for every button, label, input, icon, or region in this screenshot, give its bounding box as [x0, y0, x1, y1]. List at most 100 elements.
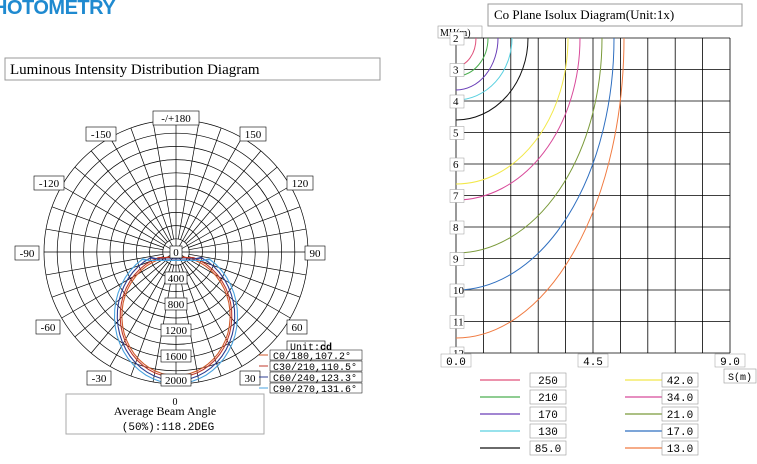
isolux-y-label: 3: [453, 65, 459, 77]
isolux-curve: [455, 37, 603, 254]
isolux-y-label: 4: [453, 96, 459, 108]
isolux-y-label-box: [449, 315, 465, 329]
isolux-legend-value: 13.0: [667, 444, 693, 456]
isolux-y-label-box: [449, 94, 465, 109]
angle-label-neg90: -90: [20, 248, 35, 260]
radial-label-2000: 2000: [165, 375, 188, 387]
polar-spoke: [188, 228, 307, 251]
isolux-curve: [455, 37, 529, 121]
polar-spoke: [185, 260, 278, 338]
isolux-legend-box: [529, 389, 567, 405]
isolux-legend-value: 34.0: [667, 393, 693, 405]
polar-spoke: [180, 127, 222, 240]
isolux-legend-box: [529, 440, 567, 456]
angle-label-neg120: -120: [39, 178, 60, 190]
polar-spoke: [61, 185, 177, 253]
polar-spoke: [45, 228, 164, 251]
polar-title-box: [4, 57, 381, 81]
isolux-x-label: 9.0: [720, 357, 740, 369]
isolux-curve: [455, 37, 581, 201]
isolux-grid: [455, 37, 731, 354]
x-axis-label: S(m): [728, 372, 752, 384]
isolux-y-label-box: [449, 126, 465, 140]
isolux-y-label-box: [449, 220, 465, 235]
polar-legend-label: C60/240,123.3°: [273, 373, 357, 385]
isolux-legend-value: 17.0: [667, 427, 693, 439]
polar-legend-box: [269, 371, 363, 383]
polar-title: Luminous Intensity Distribution Diagram: [10, 62, 260, 78]
isolux-legend-box: [529, 372, 567, 388]
polar-spoke: [130, 127, 172, 240]
isolux-y-labels: 23456789101112: [449, 31, 465, 361]
polar-spoke: [175, 185, 291, 253]
isolux-y-label: 8: [453, 222, 459, 234]
polar-spoke: [184, 261, 262, 354]
radial-label-0: 0: [173, 247, 179, 259]
polar-spoke: [51, 206, 164, 248]
polar-spoke: [188, 206, 301, 248]
polar-spoke: [45, 253, 164, 276]
isolux-curve: [455, 37, 513, 101]
angle-label-180: -/+180: [161, 113, 191, 125]
isolux-x-label-box: [714, 353, 746, 368]
polar-spoke: [184, 150, 262, 243]
polar-legend-box: [269, 360, 363, 372]
radial-label-1600: 1600: [165, 351, 188, 363]
isolux-y-label-box: [449, 157, 465, 172]
isolux-legend-value: 42.0: [667, 376, 693, 388]
polar-spoke: [177, 121, 200, 240]
polar-spoke: [74, 260, 167, 338]
isolux-x-label: 0.0: [446, 357, 466, 369]
isolux-title: Co Plane Isolux Diagram(Unit:1x): [494, 7, 674, 22]
angle-label-90: 90: [310, 248, 322, 260]
isolux-y-label: 9: [453, 254, 459, 266]
isolux-legend-box: [661, 440, 699, 456]
isolux-y-label-box: [449, 189, 465, 203]
isolux-curve: [455, 37, 569, 185]
angle-label-150: 150: [245, 129, 262, 141]
isolux-y-label-box: [449, 63, 465, 77]
isolux-y-label-box: [449, 283, 465, 298]
isolux-legend-value: 130: [538, 427, 558, 439]
isolux-y-label: 7: [453, 191, 459, 203]
angle-label-60: 60: [292, 322, 304, 334]
beam-angle-line1: Average Beam Angle: [114, 404, 216, 418]
polar-spoke: [109, 137, 177, 253]
polar-spoke: [177, 264, 200, 383]
isolux-legend-value: 85.0: [535, 444, 561, 456]
angle-label-120: 120: [292, 178, 309, 190]
beam-angle-line2: (50%):118.2DEG: [122, 422, 214, 434]
polar-spoke: [175, 251, 291, 319]
angle-label-neg60: -60: [41, 322, 56, 334]
isolux-curves: [455, 37, 625, 339]
polar-spoke: [74, 166, 167, 244]
isolux-x-label-box: [440, 353, 472, 368]
isolux-legend-box: [661, 389, 699, 405]
polar-legend: C0/180,107.2°C30/210,110.5°C60/240,123.3…: [259, 349, 363, 396]
angle-label-30: 30: [245, 373, 257, 385]
angle-label-neg150: -150: [91, 129, 112, 141]
radial-label-800: 800: [168, 299, 185, 311]
polar-legend-box: [269, 382, 363, 394]
isolux-legend-value: 170: [538, 410, 558, 422]
isolux-diagram: Co Plane Isolux Diagram(Unit:1x) MH(m) 2…: [437, 3, 757, 456]
polar-spoke: [61, 251, 177, 319]
radial-label-1200: 1200: [165, 325, 188, 337]
polar-spoke: [90, 261, 168, 354]
polar-spoke: [51, 256, 164, 298]
isolux-legend-box: [661, 372, 699, 388]
isolux-y-label: 6: [453, 159, 459, 171]
radial-label-400: 400: [168, 273, 185, 285]
isolux-y-label: 10: [453, 285, 465, 297]
isolux-curve: [455, 37, 625, 339]
polar-diagram: Luminous Intensity Distribution Diagram …: [4, 57, 381, 435]
isolux-legend-value: 210: [538, 393, 558, 405]
section-heading: HOTOMETRY: [0, 0, 116, 19]
polar-spoke: [152, 264, 175, 383]
isolux-y-label: 11: [453, 317, 464, 329]
beam-angle-zero: 0: [173, 397, 178, 408]
isolux-x-label: 4.5: [583, 357, 603, 369]
polar-legend-label: C90/270,131.6°: [273, 384, 357, 396]
polar-spoke: [185, 166, 278, 244]
polar-spoke: [152, 121, 175, 240]
